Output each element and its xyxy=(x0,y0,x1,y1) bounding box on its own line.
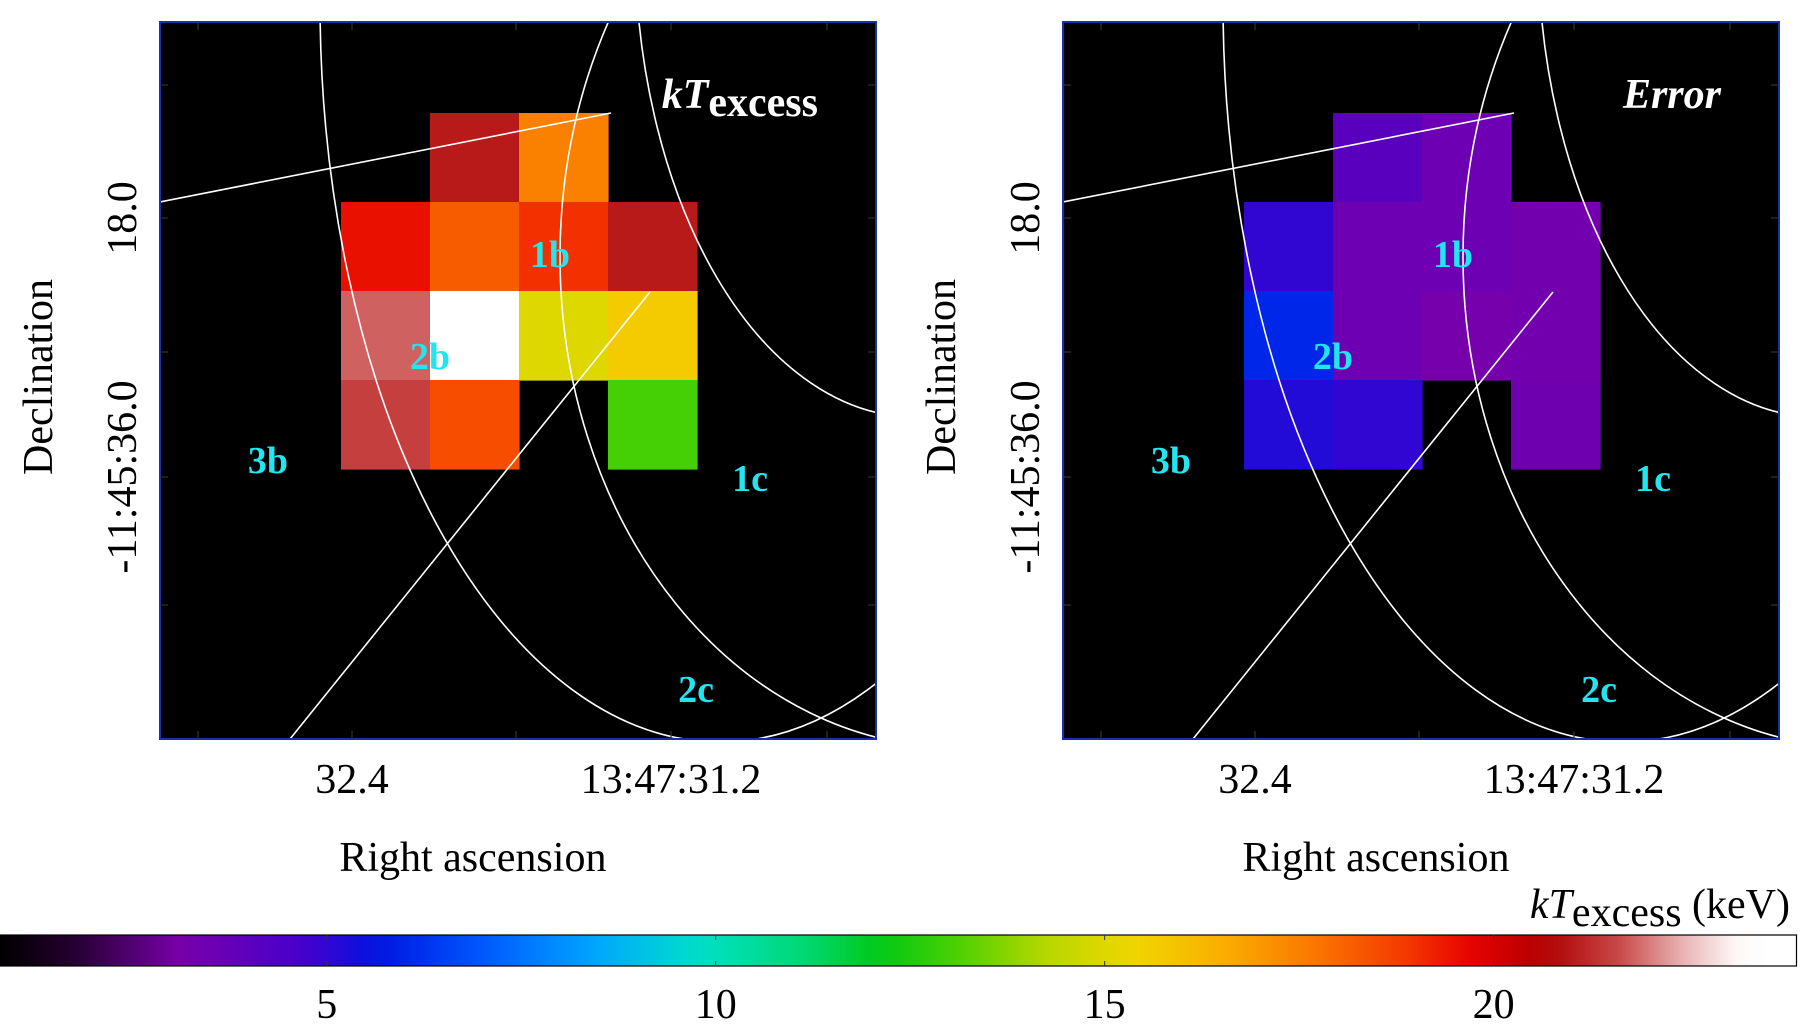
region-boundary-line xyxy=(1192,291,1554,739)
region-label-3b: 3b xyxy=(248,440,288,482)
heatmap-cell xyxy=(1333,113,1423,203)
heatmap-cell xyxy=(341,380,431,470)
colorbar: 5 10 15 20 kTexcess (keV) xyxy=(0,882,1798,1026)
heatmap-cell xyxy=(1333,380,1423,470)
heatmap-cell xyxy=(608,380,698,470)
region-ellipse xyxy=(559,22,876,738)
colorbar-label-main: kT xyxy=(1530,882,1575,928)
heatmap-cell xyxy=(1511,380,1601,470)
region-ellipse xyxy=(1462,22,1779,738)
x-axis-label: Right ascension xyxy=(1242,835,1509,881)
heatmap-cell xyxy=(1333,291,1423,381)
region-label-3b: 3b xyxy=(1151,440,1191,482)
region-overlays xyxy=(1063,22,1779,739)
heatmap-cell xyxy=(430,113,520,203)
heatmap-cell xyxy=(519,202,609,292)
heatmap-cell xyxy=(519,291,609,381)
axis-ticks xyxy=(1063,22,1779,739)
heatmap-cell xyxy=(1422,202,1512,292)
panel-title: Error xyxy=(1622,72,1722,118)
colorbar-tick-label: 20 xyxy=(1473,982,1515,1021)
heatmap-cell xyxy=(341,202,431,292)
region-label-2c: 2c xyxy=(678,669,714,711)
colorbar-tick-label: 10 xyxy=(695,982,737,1021)
y-tick-label: -11:45:36.0 xyxy=(100,380,146,573)
y-tick-label: 18.0 xyxy=(1003,181,1049,255)
panel-1: 1b 2b 3b 1c 2c kTexcess 32.4 13:47:31.2 18.0 -11:… xyxy=(16,21,877,881)
heatmap-cell xyxy=(1422,291,1512,381)
panel-title-main: kT xyxy=(662,72,711,118)
y-tick-label: 18.0 xyxy=(100,181,146,255)
panel-title: kTexcess xyxy=(662,72,818,126)
colorbar-tick-label: 5 xyxy=(316,982,337,1021)
x-tick-label: 13:47:31.2 xyxy=(1484,757,1665,803)
panel-frame xyxy=(159,21,877,740)
panel-title-sub: excess xyxy=(708,80,818,126)
x-tick-label: 32.4 xyxy=(1218,757,1292,803)
heatmap-cell xyxy=(1244,202,1334,292)
colorbar-label-sub: excess xyxy=(1572,890,1682,936)
colorbar-tick-label: 15 xyxy=(1084,982,1126,1021)
heatmap-cell xyxy=(1333,202,1423,292)
y-axis-label: Declination xyxy=(16,279,62,475)
heatmap-cell xyxy=(608,291,698,381)
heatmap-cell xyxy=(1511,202,1601,292)
region-boundary-line xyxy=(1063,112,1515,203)
panel-title-main: Error xyxy=(1622,72,1722,118)
region-label-1b: 1b xyxy=(530,234,570,276)
heatmap-cell xyxy=(1511,291,1601,381)
x-tick-label: 13:47:31.2 xyxy=(581,757,762,803)
region-overlays xyxy=(160,22,876,739)
region-label-1b: 1b xyxy=(1433,234,1473,276)
region-boundary-line xyxy=(289,291,651,739)
region-label-2b: 2b xyxy=(410,336,450,378)
region-label-1c: 1c xyxy=(1635,458,1671,500)
colorbar-label-unit: (keV) xyxy=(1682,882,1790,928)
x-tick-label: 32.4 xyxy=(315,757,389,803)
region-label-1c: 1c xyxy=(732,458,768,500)
x-axis-label: Right ascension xyxy=(339,835,606,881)
panel-frame xyxy=(1062,21,1780,740)
region-label-2c: 2c xyxy=(1581,669,1617,711)
colorbar-gradient xyxy=(0,935,1797,966)
y-tick-label: -11:45:36.0 xyxy=(1003,380,1049,573)
heatmap-cell xyxy=(430,380,520,470)
colorbar-frame xyxy=(0,934,1798,967)
colorbar-label: kTexcess (keV) xyxy=(1530,882,1790,936)
heatmap-cell xyxy=(608,202,698,292)
heatmap-cell xyxy=(430,291,520,381)
heatmap-cell xyxy=(1244,380,1334,470)
region-boundary-line xyxy=(160,112,612,203)
heatmap-cell xyxy=(430,202,520,292)
y-axis-label: Declination xyxy=(919,279,965,475)
axis-ticks xyxy=(160,22,876,739)
panel-2: 1b 2b 3b 1c 2c Error 32.4 13:47:31.2 18.0 -11:45:… xyxy=(919,21,1780,881)
region-label-2b: 2b xyxy=(1313,336,1353,378)
